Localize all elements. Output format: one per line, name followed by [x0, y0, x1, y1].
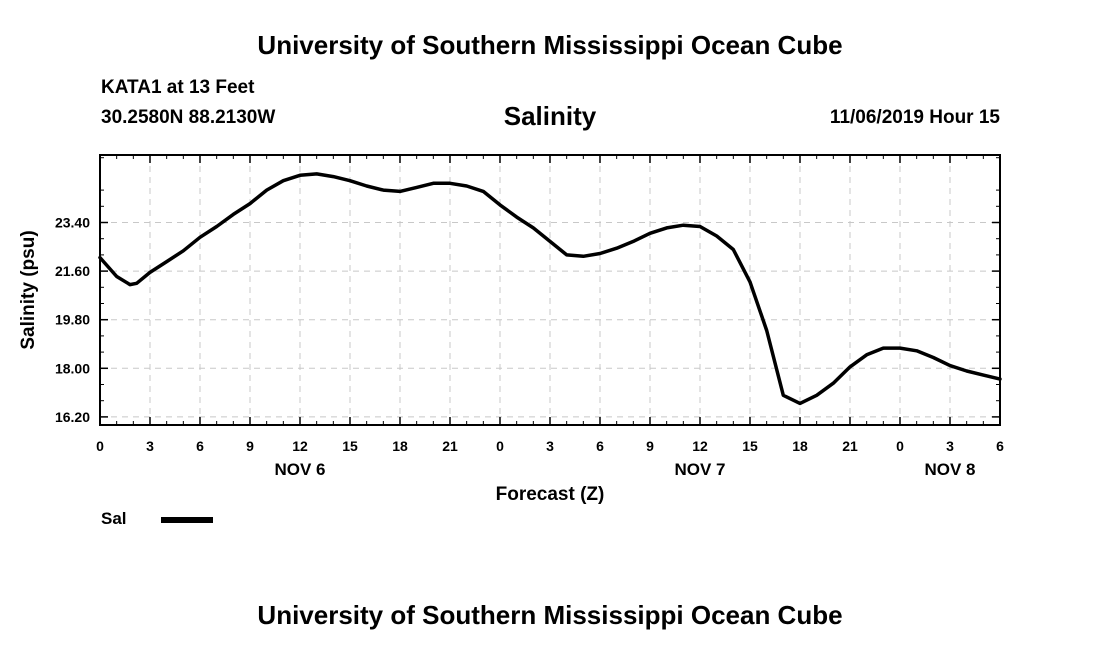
x-tick-label: 15	[342, 438, 358, 454]
series-line-sal	[98, 172, 1002, 406]
day-label: NOV 7	[674, 460, 725, 479]
y-tick-label: 18.00	[55, 360, 90, 376]
chart-grid	[100, 155, 1000, 425]
page-title-top: University of Southern Mississippi Ocean…	[257, 30, 843, 60]
x-tick-label: 6	[596, 438, 604, 454]
chart-title: Salinity	[503, 101, 597, 131]
day-label: NOV 6	[274, 460, 325, 479]
x-tick-label: 21	[442, 438, 458, 454]
x-tick-label: 3	[146, 438, 154, 454]
x-tick-label: 15	[742, 438, 758, 454]
axis-ticks: 0 3 6 9 12 15 18 21 0 3 6 9 12 15 18 21 0 3 6 NOV 6 NOV 7 NOV…	[55, 155, 1004, 479]
legend-swatch	[161, 517, 213, 523]
x-tick-label: 0	[896, 438, 904, 454]
x-tick-label: 21	[842, 438, 858, 454]
x-axis-label: Forecast (Z)	[496, 484, 605, 505]
station-label: KATA1 at 13 Feet	[101, 77, 255, 98]
x-tick-label: 9	[646, 438, 654, 454]
x-tick-label: 12	[292, 438, 308, 454]
x-tick-label: 6	[996, 438, 1004, 454]
timestamp-label: 11/06/2019 Hour 15	[829, 107, 1000, 128]
x-tick-label: 18	[392, 438, 408, 454]
y-axis-label: Salinity (psu)	[18, 230, 39, 349]
coordinates-label: 30.2580N 88.2130W	[101, 107, 276, 128]
x-tick-label: 18	[792, 438, 808, 454]
x-tick-label: 3	[946, 438, 954, 454]
x-tick-label: 9	[246, 438, 254, 454]
x-tick-label: 3	[546, 438, 554, 454]
y-tick-label: 23.40	[55, 215, 90, 231]
series-group	[98, 172, 1002, 406]
y-tick-label: 19.80	[55, 312, 90, 328]
x-tick-label: 12	[692, 438, 708, 454]
x-tick-label: 0	[96, 438, 104, 454]
page-title-bottom: University of Southern Mississippi Ocean…	[257, 600, 843, 630]
y-tick-label: 21.60	[55, 263, 90, 279]
legend-label: Sal	[101, 509, 127, 528]
y-tick-label: 16.20	[55, 409, 90, 425]
x-tick-label: 6	[196, 438, 204, 454]
day-label: NOV 8	[924, 460, 975, 479]
x-tick-label: 0	[496, 438, 504, 454]
